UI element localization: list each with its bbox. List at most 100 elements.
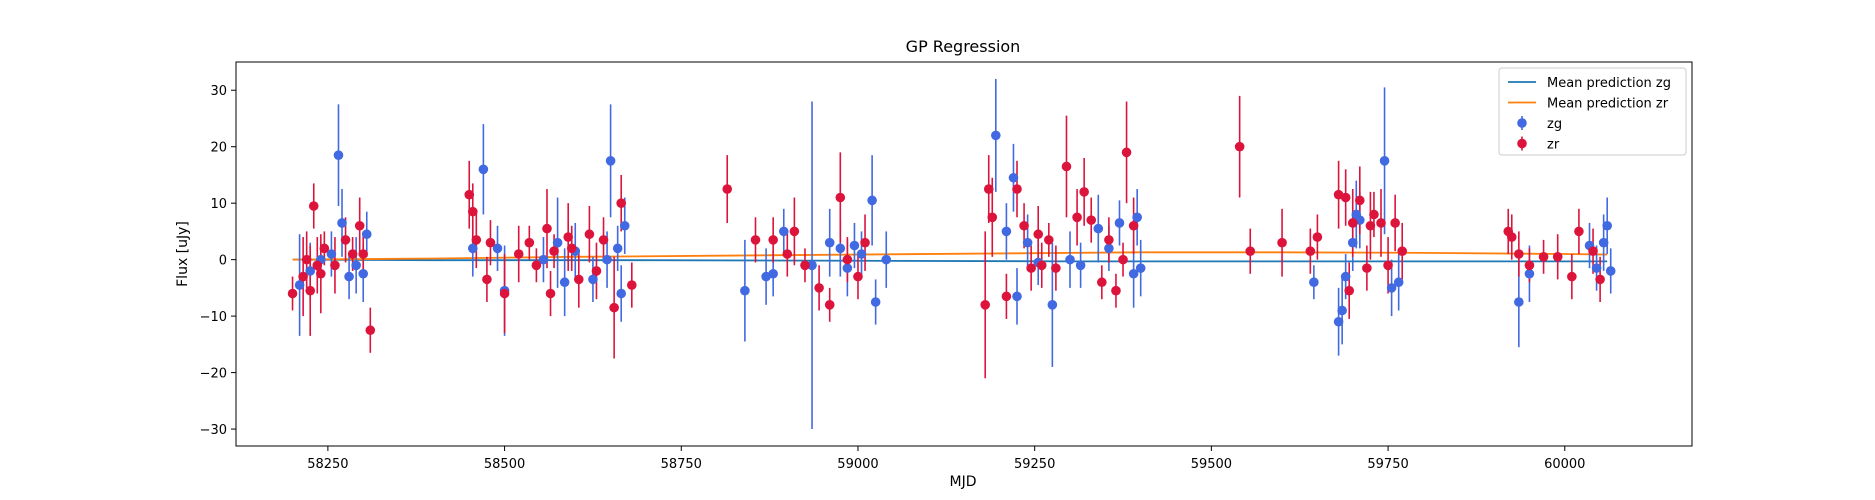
point-zg <box>616 288 627 299</box>
point-zr <box>591 266 602 276</box>
mean-prediction-line-zr <box>292 251 1608 261</box>
point-zg <box>552 237 563 248</box>
point-zr <box>1588 246 1598 256</box>
point-zg <box>1379 156 1390 166</box>
point-zr <box>1033 229 1044 240</box>
point-zg <box>294 280 305 290</box>
point-zr <box>853 271 863 282</box>
x-tick-label: 58500 <box>484 457 525 472</box>
point-zr <box>467 206 478 217</box>
point-zg <box>1065 254 1075 265</box>
point-zr <box>1383 260 1393 271</box>
point-zr <box>842 254 853 265</box>
chart-title: GP Regression <box>906 37 1021 56</box>
point-zg <box>1514 297 1524 307</box>
point-zg <box>605 156 616 166</box>
point-zr <box>358 249 369 259</box>
point-zg <box>1047 300 1058 310</box>
point-zg <box>867 195 877 206</box>
y-tick-label: −10 <box>200 310 227 325</box>
point-zr <box>482 274 492 285</box>
mean-prediction-lines <box>292 251 1608 263</box>
point-zg <box>1012 291 1022 302</box>
x-tick-label: 59500 <box>1191 457 1232 472</box>
point-zr <box>464 189 475 200</box>
point-zg <box>881 254 892 265</box>
point-zr <box>340 235 351 245</box>
y-tick-label: 20 <box>210 141 227 156</box>
point-zr <box>499 288 510 299</box>
point-zg <box>1598 237 1609 248</box>
legend-entry-label: Mean prediction zr <box>1547 97 1669 112</box>
point-zr <box>768 235 778 245</box>
point-zr <box>566 243 577 254</box>
point-zg <box>870 297 881 307</box>
y-axis-label: Flux [uJy] <box>175 221 191 287</box>
point-zg <box>740 285 750 296</box>
legend-point-swatch <box>1517 118 1527 128</box>
legend: Mean prediction zg Mean prediction zr zg zr <box>1498 67 1687 156</box>
point-zr <box>1524 260 1535 271</box>
point-zg <box>835 243 846 254</box>
point-zr <box>1118 254 1128 265</box>
point-zr <box>1355 195 1365 206</box>
point-zr <box>1506 232 1517 242</box>
point-zr <box>1026 263 1036 273</box>
legend-entry-label: zr <box>1547 138 1560 153</box>
point-zr <box>616 198 627 208</box>
point-zr <box>983 184 994 194</box>
point-zr <box>1051 263 1061 273</box>
point-zg <box>807 260 817 271</box>
point-zg <box>1128 268 1139 279</box>
point-zr <box>287 288 298 299</box>
point-zg <box>1524 268 1535 279</box>
point-zg <box>842 263 853 273</box>
point-zr <box>312 260 323 271</box>
point-zg <box>856 249 867 259</box>
point-zr <box>1234 141 1245 152</box>
point-zr <box>789 226 800 237</box>
point-zr <box>1111 285 1121 296</box>
point-zr <box>301 254 312 265</box>
mean-prediction-line-zg <box>292 258 1608 263</box>
point-zr <box>1344 285 1355 296</box>
legend-entry-label: zg <box>1547 117 1562 132</box>
point-zr <box>1245 246 1256 256</box>
point-zr <box>824 300 835 310</box>
point-zr <box>1397 246 1408 256</box>
point-zg <box>1393 277 1404 288</box>
plot-area <box>287 78 1616 430</box>
point-zr <box>1104 235 1114 245</box>
point-zg <box>1602 220 1612 231</box>
point-zr <box>1305 246 1316 256</box>
point-zr <box>1369 209 1379 220</box>
point-zg <box>991 130 1001 141</box>
point-zr <box>1365 220 1376 231</box>
point-zg <box>1605 266 1616 276</box>
point-zr <box>750 235 761 245</box>
point-zg <box>824 237 835 248</box>
point-zr <box>1128 220 1139 231</box>
point-zg <box>602 254 612 265</box>
point-zr <box>485 237 496 248</box>
point-zr <box>545 288 556 299</box>
point-zg <box>612 243 623 254</box>
point-zg <box>849 240 860 251</box>
x-tick-label: 58750 <box>661 457 702 472</box>
legend-box <box>1498 67 1687 156</box>
x-tick-label: 59250 <box>1014 457 1055 472</box>
point-zg <box>1309 277 1319 288</box>
point-zg <box>1386 283 1397 293</box>
point-zr <box>860 237 870 248</box>
point-zr <box>305 285 316 296</box>
point-zr <box>354 220 365 231</box>
point-zg <box>344 271 354 282</box>
point-zr <box>365 325 376 336</box>
y-tick-label: 30 <box>210 84 227 99</box>
point-zr <box>573 274 584 285</box>
point-zr <box>1312 232 1323 242</box>
point-zg <box>1132 212 1142 223</box>
point-zg <box>538 254 549 265</box>
point-zr <box>308 201 319 211</box>
point-zr <box>1552 252 1563 262</box>
